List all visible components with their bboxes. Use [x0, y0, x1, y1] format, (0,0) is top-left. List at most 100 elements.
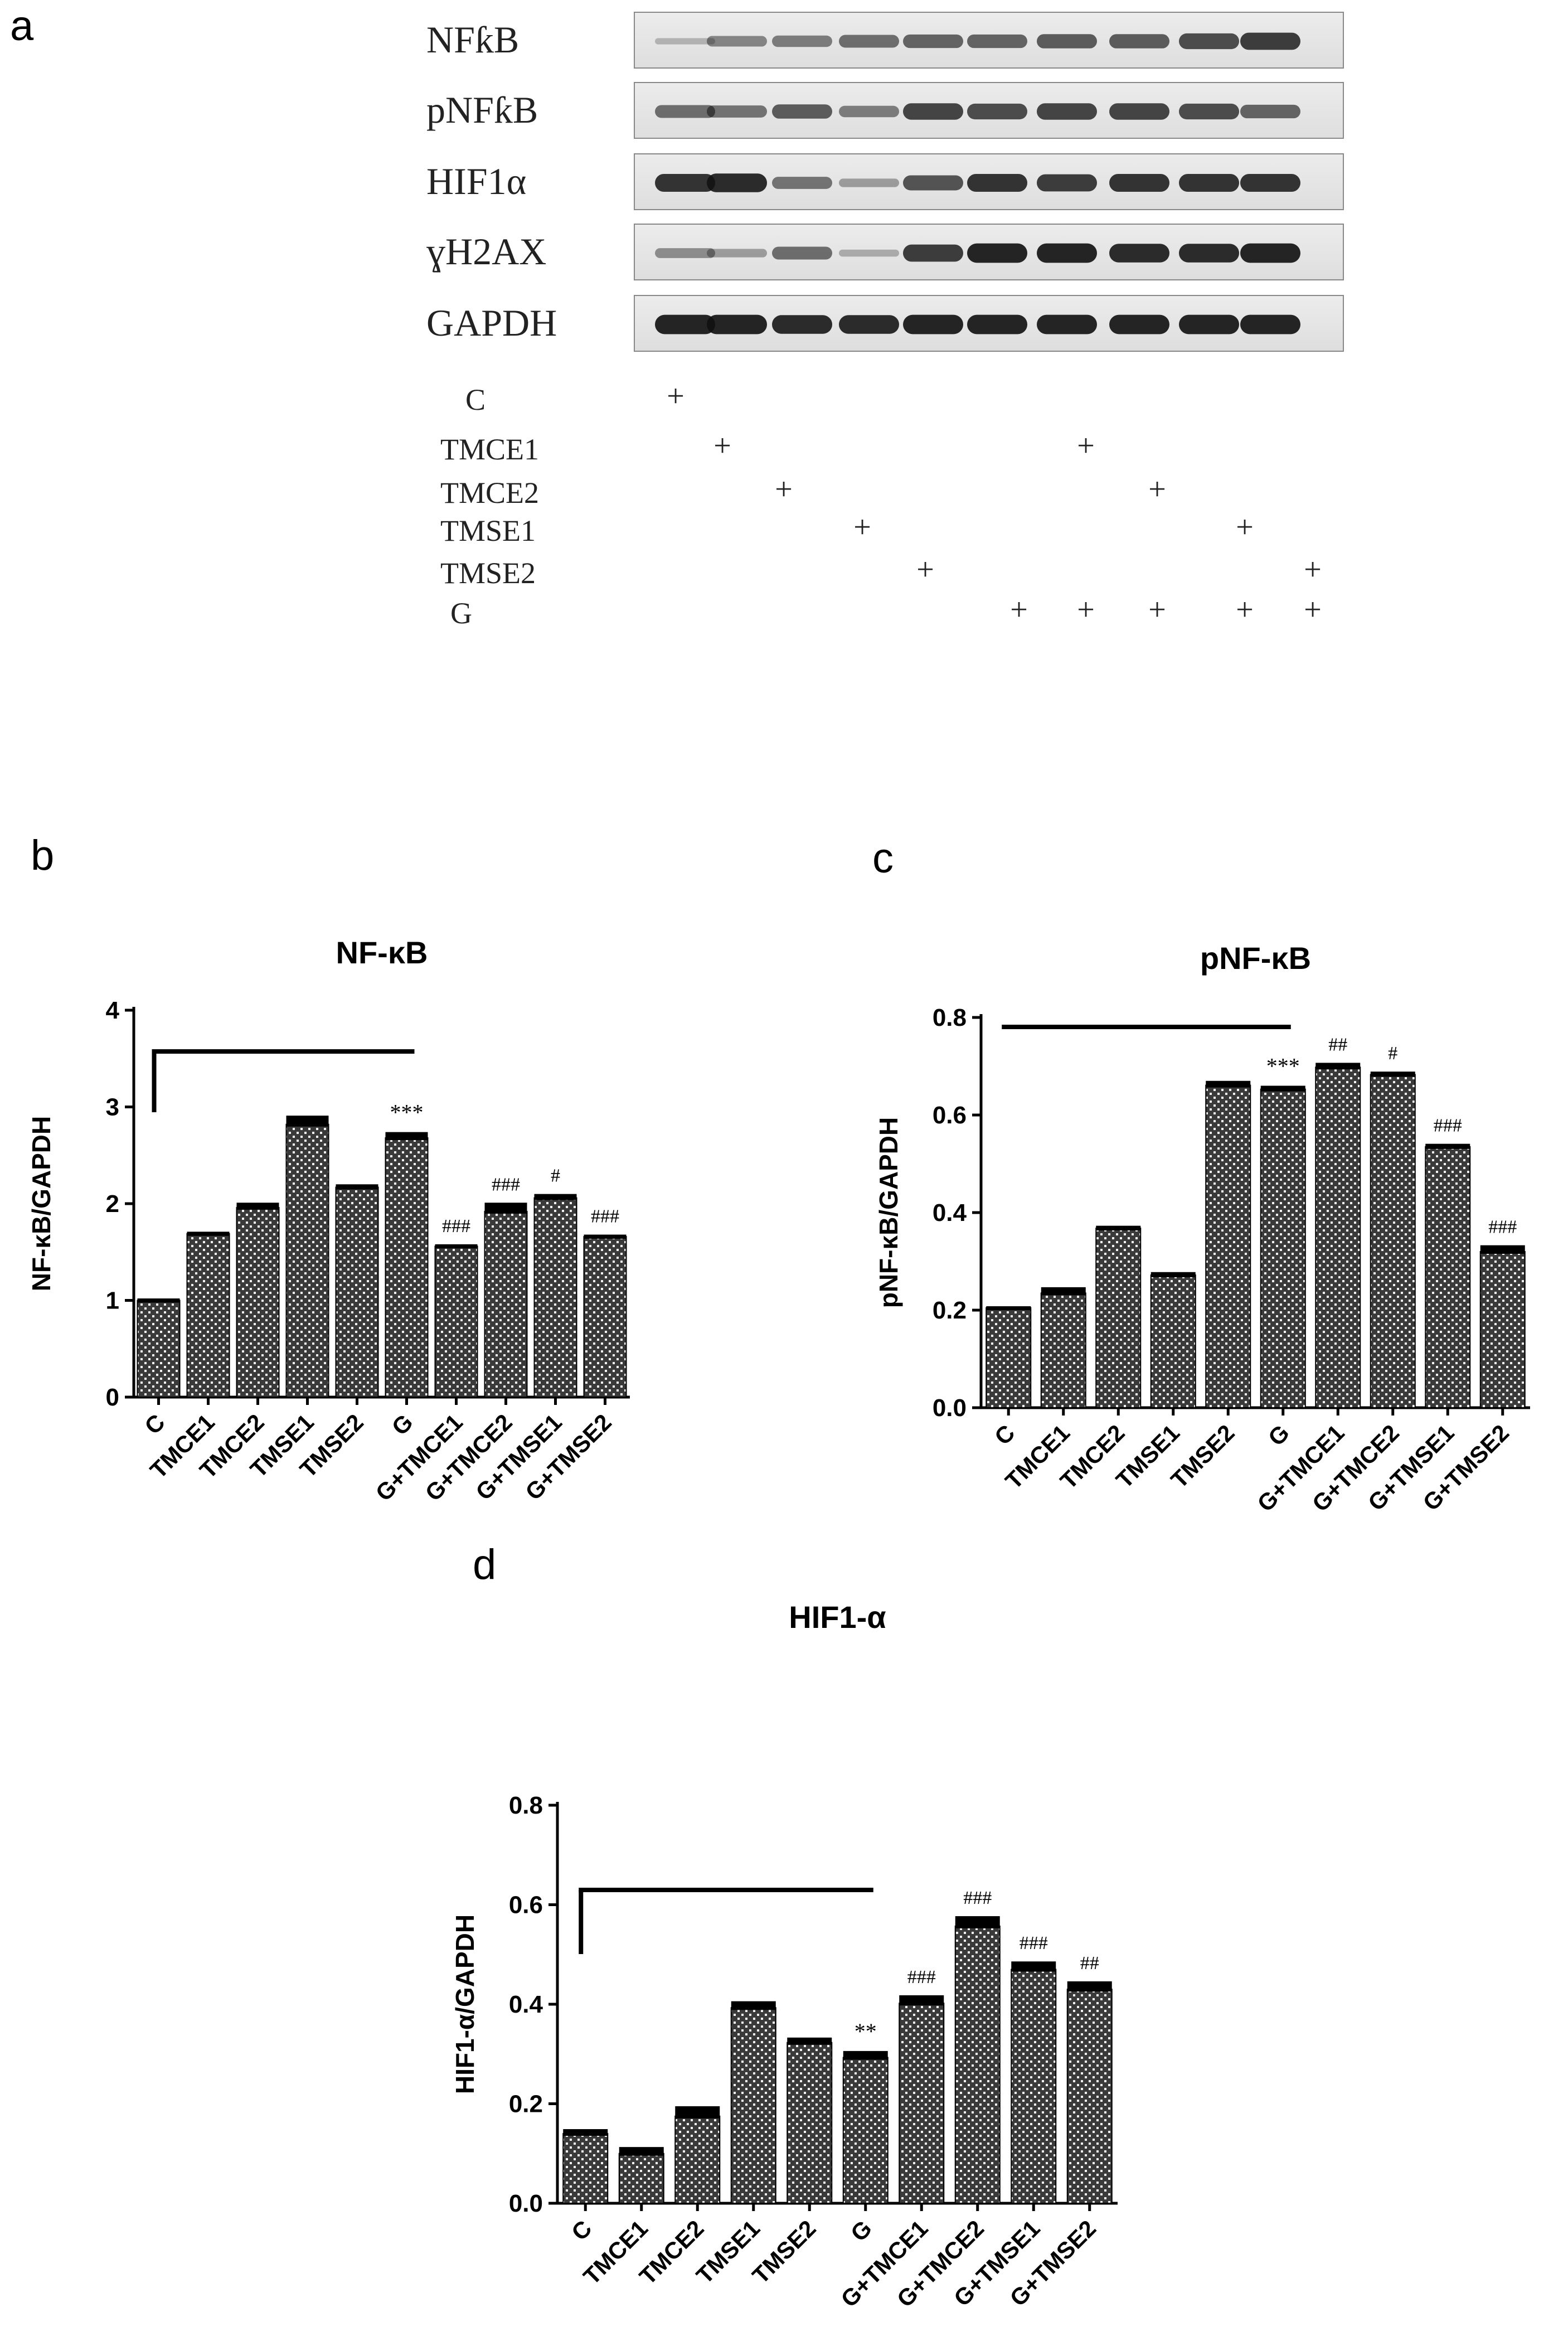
- blot-row-label: ɣH2AX: [426, 230, 546, 273]
- y-tick-label: 2: [106, 1190, 119, 1218]
- y-tick-label: 0.6: [509, 1892, 543, 1919]
- blot-band: [839, 249, 899, 257]
- y-tick-label: 0.0: [509, 2190, 543, 2217]
- y-tick-label: 0.6: [933, 1102, 967, 1129]
- bar-c: [562, 2133, 609, 2204]
- error-bar: [1206, 1080, 1251, 1088]
- bar-g-plus-tmce1: [1315, 1067, 1361, 1408]
- bar-tmce2: [236, 1206, 280, 1398]
- treatment-plus-mark: +: [1148, 472, 1166, 507]
- error-bar: [584, 1234, 627, 1239]
- blot-band: [967, 34, 1027, 49]
- error-bar: [1011, 1961, 1056, 1972]
- significance-marker: ##: [1328, 1034, 1347, 1055]
- chart-hif1a: dHIF1-αHIF1-α/GAPDH0.00.20.40.60.8CTMCE1…: [450, 1541, 1118, 2312]
- treatment-table: C +TMCE1 + +TMCE2 + +TMSE1 + +TMSE2 + +G + + + + +: [440, 379, 1322, 630]
- bar-g-plus-tmse1: [533, 1197, 577, 1398]
- treatment-row: TMCE2 + +: [440, 472, 1166, 510]
- error-bar: [435, 1244, 478, 1249]
- treatment-plus-mark: +: [916, 552, 934, 587]
- blot-row: HIF1α: [426, 153, 1344, 210]
- blot-band: [1109, 314, 1169, 335]
- treatment-plus-mark: +: [1010, 593, 1028, 627]
- blot-band: [707, 314, 767, 335]
- chart-title: HIF1-α: [789, 1599, 886, 1635]
- chart-nfkb: bNF-κBNF-κB/GAPDH01234CTMCE1TMCE2TMSE1TM…: [27, 832, 630, 1506]
- significance-marker: ###: [907, 1967, 936, 1988]
- y-tick-label: 0.8: [509, 1792, 543, 1819]
- y-tick-label: 0.0: [933, 1394, 967, 1422]
- bar-c: [986, 1307, 1032, 1408]
- bar-g-plus-tmce2: [1370, 1074, 1416, 1408]
- bar-g: [385, 1137, 429, 1398]
- error-bar: [899, 1995, 944, 2006]
- error-bar: [1480, 1245, 1525, 1254]
- chart-pnfkb: cpNF-κBpNF-κB/GAPDH0.00.20.40.60.8CTMCE1…: [872, 835, 1530, 1516]
- y-tick-label: 0: [106, 1384, 119, 1411]
- x-tick-label: C: [989, 1419, 1020, 1450]
- blot-band: [1179, 173, 1239, 192]
- treatment-plus-mark: +: [1236, 593, 1254, 627]
- treatment-plus-mark: +: [1304, 593, 1322, 627]
- bar-tmse1: [285, 1123, 329, 1398]
- error-bar: [1315, 1063, 1361, 1070]
- blot-band: [1037, 34, 1097, 49]
- bar-tmse2: [787, 2042, 833, 2204]
- blot-band: [967, 314, 1027, 335]
- error-bar: [986, 1306, 1031, 1310]
- blot-band: [1179, 314, 1239, 335]
- blot-band: [1109, 244, 1169, 263]
- y-tick-label: 0.4: [509, 1991, 543, 2018]
- blot-band: [1240, 32, 1300, 50]
- blot-band: [1240, 173, 1300, 192]
- error-bar: [484, 1203, 527, 1214]
- panel-label-d: d: [473, 1541, 496, 1588]
- blot-band: [967, 173, 1027, 192]
- bar-tmse1: [1150, 1274, 1196, 1408]
- treatment-name: G: [450, 597, 472, 630]
- significance-marker: ##: [1080, 1953, 1099, 1974]
- bar-tmse2: [1205, 1084, 1251, 1408]
- bar-g-plus-tmce2: [954, 1925, 1001, 2204]
- bar-tmce1: [1040, 1292, 1086, 1408]
- bar-tmce2: [674, 2115, 721, 2204]
- bar-g-plus-tmse1: [1011, 1969, 1057, 2204]
- significance-marker: ###: [591, 1206, 619, 1227]
- error-bar: [1425, 1143, 1470, 1149]
- blot-band: [1240, 243, 1300, 263]
- blot-band: [655, 248, 715, 258]
- error-bar: [955, 1916, 1000, 1928]
- blot-band: [1179, 244, 1239, 263]
- significance-marker: ###: [492, 1174, 520, 1195]
- y-tick-label: 1: [106, 1287, 119, 1315]
- blot-band: [707, 249, 767, 258]
- bar-tmse2: [335, 1186, 379, 1398]
- treatment-plus-mark: +: [667, 379, 685, 414]
- bar-g-plus-tmse2: [1066, 1989, 1113, 2204]
- error-bar: [787, 2037, 832, 2045]
- significance-marker: ***: [390, 1100, 424, 1125]
- blot-band: [903, 244, 963, 262]
- treatment-plus-mark: +: [1077, 593, 1095, 627]
- y-axis-label: pNF-κB/GAPDH: [874, 1117, 903, 1308]
- blot-band: [655, 173, 715, 192]
- significance-marker: #: [1388, 1043, 1397, 1064]
- blot-band: [967, 103, 1027, 120]
- error-bar: [1260, 1085, 1305, 1092]
- y-axis-label: NF-κB/GAPDH: [27, 1116, 56, 1291]
- blot-band: [1179, 33, 1239, 50]
- error-bar: [675, 2106, 720, 2119]
- treatment-plus-mark: +: [1077, 429, 1095, 463]
- blot-row: NFƙB: [426, 12, 1344, 69]
- bar-g-plus-tmse1: [1425, 1146, 1471, 1408]
- significance-marker: #: [551, 1166, 560, 1186]
- treatment-plus-mark: +: [775, 472, 793, 507]
- treatment-name: TMSE2: [440, 556, 536, 590]
- blot-band: [839, 105, 899, 118]
- error-bar: [619, 2147, 664, 2156]
- blot-band: [903, 34, 963, 49]
- error-bar: [187, 1232, 230, 1236]
- blot-band: [707, 173, 767, 192]
- treatment-name: C: [465, 383, 486, 416]
